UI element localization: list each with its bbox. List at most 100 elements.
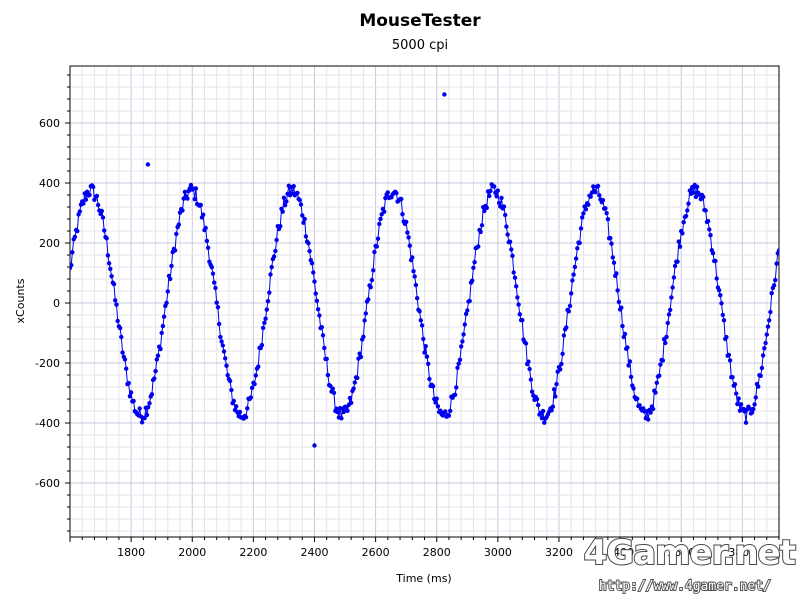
- data-point: [330, 386, 335, 391]
- data-point: [352, 380, 357, 385]
- data-point: [223, 356, 228, 361]
- data-point: [553, 394, 558, 399]
- data-point: [180, 208, 185, 213]
- data-point: [377, 221, 382, 227]
- data-point: [564, 325, 569, 330]
- data-point: [124, 366, 129, 371]
- y-tick-label: 0: [53, 297, 60, 310]
- data-point: [526, 359, 531, 364]
- data-point: [455, 365, 460, 370]
- data-point: [461, 332, 466, 337]
- data-point: [681, 220, 686, 225]
- data-point: [658, 362, 663, 367]
- data-point: [488, 188, 493, 194]
- data-point: [501, 204, 507, 209]
- x-tick-label: 3800: [728, 546, 756, 559]
- data-point: [307, 248, 312, 254]
- data-point: [577, 240, 582, 246]
- data-point: [494, 194, 499, 199]
- data-point: [769, 291, 774, 296]
- data-point: [99, 208, 105, 214]
- data-point: [507, 239, 513, 244]
- data-point: [708, 233, 713, 238]
- data-point: [75, 228, 80, 234]
- data-point: [457, 357, 463, 362]
- data-point: [219, 339, 224, 344]
- data-point: [361, 334, 366, 339]
- data-point: [505, 232, 510, 237]
- data-point: [479, 223, 485, 228]
- data-point: [520, 318, 525, 323]
- data-point: [385, 190, 390, 195]
- data-point: [727, 358, 733, 363]
- data-point: [273, 248, 278, 254]
- data-point: [371, 268, 376, 273]
- y-tick-label: 600: [39, 117, 60, 130]
- data-point: [438, 408, 443, 413]
- data-point: [145, 162, 151, 167]
- data-point: [165, 289, 170, 294]
- data-point: [404, 219, 409, 225]
- data-point: [263, 316, 268, 321]
- data-point: [147, 401, 152, 406]
- x-axis-tick-labels: 1800 2000 2200 2400 2600 2800 3000 3200 3400 3600…: [117, 546, 756, 559]
- data-point: [301, 220, 306, 225]
- data-point: [126, 380, 131, 386]
- data-point: [159, 330, 164, 336]
- data-point: [736, 396, 741, 401]
- x-tick-label: 1800: [117, 546, 145, 559]
- data-point: [427, 376, 432, 382]
- data-point: [763, 340, 768, 346]
- data-point: [550, 404, 556, 409]
- data-point: [122, 357, 128, 362]
- data-point: [575, 246, 580, 251]
- data-point: [693, 194, 699, 200]
- data-point: [72, 234, 78, 239]
- data-point: [193, 186, 199, 191]
- data-point: [142, 415, 147, 421]
- data-point: [406, 235, 411, 240]
- data-point: [470, 278, 475, 283]
- data-point: [472, 260, 477, 265]
- data-point: [260, 325, 266, 331]
- data-point: [604, 211, 609, 216]
- y-tick-label: 200: [39, 237, 60, 250]
- data-point: [672, 263, 678, 269]
- data-point: [295, 190, 300, 196]
- data-point: [657, 373, 662, 378]
- y-axis-label: xCounts: [14, 278, 27, 323]
- data-point: [654, 380, 659, 385]
- data-point: [252, 381, 257, 387]
- data-point: [646, 417, 651, 422]
- data-point: [749, 410, 755, 415]
- data-point: [119, 334, 124, 340]
- data-point: [765, 324, 771, 329]
- data-point: [549, 408, 554, 413]
- data-point: [718, 293, 723, 298]
- data-point: [600, 198, 606, 203]
- data-point: [559, 361, 564, 367]
- data-point: [756, 384, 761, 389]
- data-point: [137, 406, 142, 411]
- data-point: [703, 208, 708, 213]
- data-point: [527, 366, 532, 372]
- data-point: [259, 342, 265, 348]
- data-point: [701, 194, 706, 200]
- data-point: [471, 265, 476, 270]
- data-point: [314, 298, 320, 303]
- data-point: [303, 234, 309, 239]
- data-point: [492, 184, 497, 189]
- data-point: [705, 218, 711, 224]
- data-point: [375, 236, 381, 241]
- data-point: [459, 344, 464, 349]
- data-point: [87, 192, 92, 198]
- data-point: [399, 196, 404, 202]
- data-point: [448, 408, 453, 414]
- data-point: [108, 266, 113, 272]
- data-point: [372, 249, 377, 255]
- data-point: [663, 340, 668, 346]
- data-point: [435, 404, 441, 409]
- data-point: [716, 288, 722, 293]
- data-point: [164, 300, 169, 306]
- data-point: [660, 358, 666, 363]
